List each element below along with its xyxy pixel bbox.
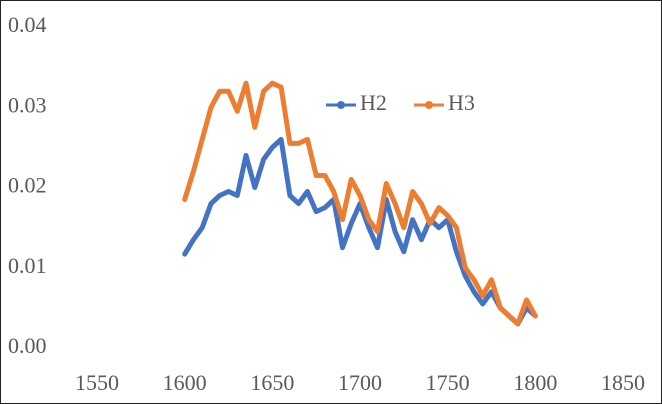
series-line [182,80,538,327]
legend-marker [425,101,433,109]
y-tick-label: 0.04 [8,12,47,37]
x-tick-label: 1600 [163,370,207,395]
y-tick-label: 0.03 [8,92,47,117]
x-tick-label: 1550 [75,370,119,395]
legend-label: H2 [360,90,387,115]
x-tick-label: 1800 [513,370,557,395]
y-tick-label: 0.01 [8,253,47,278]
x-tick-label: 1850 [601,370,645,395]
x-tick-label: 1650 [250,370,294,395]
y-tick-label: 0.00 [8,333,47,358]
series-line [182,136,538,327]
legend-marker [337,101,345,109]
x-tick-label: 1750 [426,370,470,395]
legend-label: H3 [448,90,475,115]
x-tick-label: 1700 [338,370,382,395]
y-tick-label: 0.02 [8,173,47,198]
